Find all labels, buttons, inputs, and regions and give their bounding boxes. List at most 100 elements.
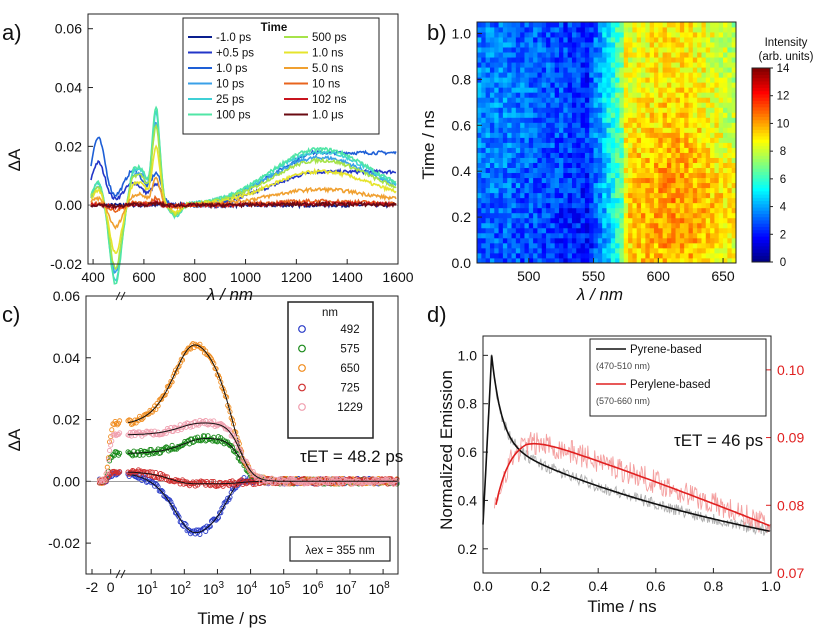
- heatmap-cell: [619, 117, 625, 123]
- heatmap-cell: [641, 117, 646, 123]
- heatmap-cell: [541, 22, 547, 28]
- heatmap-cell: [481, 162, 487, 168]
- heatmap-cell: [705, 162, 711, 168]
- heatmap-cell: [507, 252, 512, 259]
- heatmap-cell: [485, 252, 491, 259]
- data-point: [213, 483, 219, 489]
- heatmap-cell: [593, 42, 599, 48]
- heatmap-cell: [679, 77, 685, 83]
- heatmap-cell: [563, 252, 569, 259]
- colorbar-segment: [752, 142, 770, 147]
- heatmap-cell: [723, 182, 728, 189]
- heatmap-cell: [606, 207, 612, 214]
- heatmap-cell: [679, 237, 685, 244]
- heatmap-cell: [610, 112, 616, 118]
- heatmap-cell: [580, 237, 586, 244]
- heatmap-cell: [537, 237, 543, 244]
- heatmap-cell: [692, 237, 698, 244]
- heatmap-cell: [528, 257, 534, 264]
- heatmap-cell: [489, 197, 495, 204]
- heatmap-cell: [697, 87, 702, 93]
- heatmap-cell: [520, 162, 525, 168]
- data-point: [113, 421, 119, 427]
- heatmap-cell: [697, 107, 702, 113]
- heatmap-cell: [615, 232, 620, 239]
- heatmap-cell: [684, 107, 689, 113]
- heatmap-cell: [615, 102, 620, 108]
- x-tick-label: 550: [582, 268, 606, 284]
- x-tick-label: 0.6: [646, 578, 666, 594]
- heatmap-cell: [494, 117, 499, 123]
- heatmap-cell: [731, 207, 737, 214]
- heatmap-cell: [666, 242, 672, 249]
- heatmap-cell: [675, 67, 681, 73]
- heatmap-cell: [511, 107, 517, 113]
- heatmap-cell: [602, 207, 607, 214]
- heatmap-cell: [688, 27, 694, 33]
- heatmap-cell: [675, 192, 681, 199]
- heatmap-cell: [559, 157, 564, 163]
- heatmap-cell: [666, 92, 672, 98]
- panel-a-legend-title: Time: [261, 22, 288, 34]
- heatmap-cell: [580, 57, 586, 63]
- heatmap-cell: [679, 67, 685, 73]
- heatmap-cell: [571, 227, 577, 234]
- heatmap-cell: [567, 37, 573, 43]
- colorbar-tick-label: 0: [780, 257, 786, 269]
- heatmap-cell: [679, 252, 685, 259]
- heatmap-cell: [580, 82, 586, 88]
- heatmap-cell: [602, 222, 607, 229]
- heatmap-cell: [723, 137, 728, 143]
- heatmap-cell: [684, 157, 689, 163]
- heatmap-cell: [662, 177, 668, 184]
- heatmap-cell: [593, 172, 599, 179]
- heatmap-cell: [559, 172, 564, 179]
- heatmap-cell: [666, 237, 672, 244]
- y-tick-label: 0.00: [55, 197, 82, 213]
- heatmap-cell: [731, 77, 737, 83]
- heatmap-cell: [589, 72, 594, 78]
- heatmap-cell: [567, 82, 573, 88]
- heatmap-cell: [710, 92, 715, 98]
- data-point: [327, 477, 333, 483]
- heatmap-cell: [498, 247, 504, 254]
- heatmap-cell: [645, 182, 651, 189]
- heatmap-cell: [688, 122, 694, 128]
- heatmap-cell: [571, 192, 577, 199]
- heatmap-cell: [718, 142, 724, 148]
- heatmap-cell: [632, 92, 638, 98]
- heatmap-cell: [610, 122, 616, 128]
- heatmap-cell: [641, 77, 646, 83]
- heatmap-cell: [597, 47, 603, 53]
- heatmap-cell: [731, 47, 737, 53]
- heatmap-cell: [571, 102, 577, 108]
- heatmap-cell: [546, 207, 551, 214]
- heatmap-cell: [658, 192, 664, 199]
- heatmap-cell: [615, 252, 620, 259]
- data-point: [213, 366, 219, 372]
- heatmap-cell: [481, 197, 487, 204]
- heatmap-cell: [563, 122, 569, 128]
- heatmap-cell: [567, 167, 573, 174]
- heatmap-cell: [515, 222, 521, 229]
- heatmap-cell: [524, 127, 530, 133]
- heatmap-cell: [481, 122, 487, 128]
- panel-d-xlabel: Time / ns: [587, 597, 656, 616]
- heatmap-cell: [628, 77, 633, 83]
- spectrum-line: [90, 123, 397, 271]
- heatmap-cell: [684, 147, 689, 153]
- heatmap-cell: [714, 137, 720, 143]
- heatmap-cell: [649, 177, 655, 184]
- heatmap-cell: [515, 182, 521, 189]
- heatmap-cell: [593, 197, 599, 204]
- heatmap-cell: [619, 107, 625, 113]
- heatmap-cell: [632, 222, 638, 229]
- heatmap-cell: [727, 197, 733, 204]
- heatmap-cell: [610, 77, 616, 83]
- heatmap-cell: [645, 207, 651, 214]
- heatmap-cell: [645, 107, 651, 113]
- heatmap-cell: [494, 22, 499, 28]
- heatmap-cell: [688, 157, 694, 163]
- heatmap-cell: [692, 152, 698, 158]
- heatmap-cell: [662, 107, 668, 113]
